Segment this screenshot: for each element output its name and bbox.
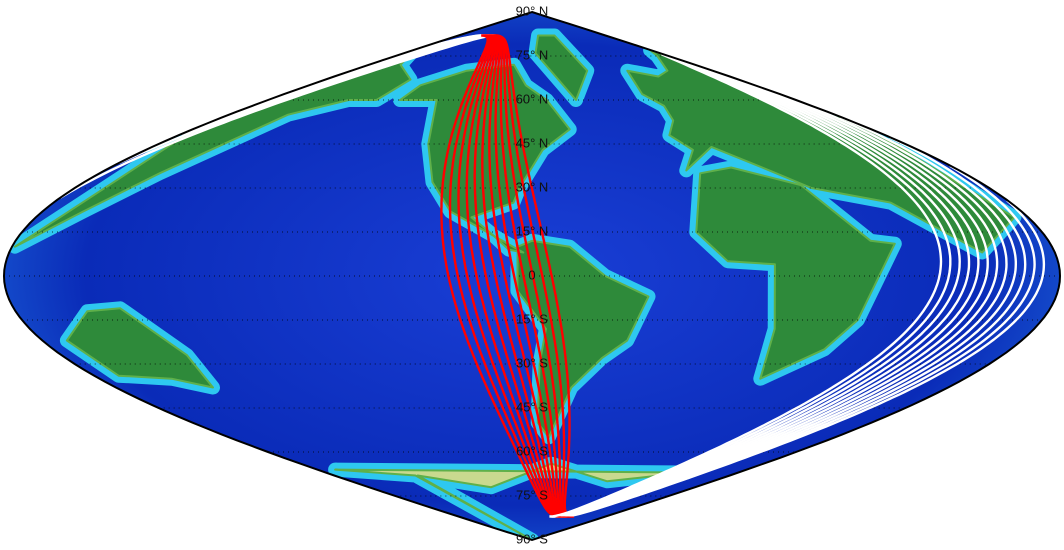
latitude-label: 75° S	[516, 487, 548, 502]
latitude-label: 60° S	[516, 443, 548, 458]
latitude-label: 90° S	[516, 531, 548, 546]
latitude-label: 45° S	[516, 399, 548, 414]
latitude-label: 60° N	[516, 91, 549, 106]
latitude-label: 15° S	[516, 311, 548, 326]
latitude-label: 0	[528, 267, 535, 282]
map: 90° N 75° N 60° N 45° N 30° N 15° N 0 15° S 30° …	[0, 0, 1064, 550]
latitude-label: 75° N	[516, 47, 549, 62]
latitude-label: 30° N	[516, 179, 549, 194]
page: 90° N 75° N 60° N 45° N 30° N 15° N 0 15° S 30° …	[0, 0, 1064, 550]
latitude-label: 90° N	[516, 3, 549, 18]
latitude-label: 15° N	[516, 223, 549, 238]
latitude-label: 30° S	[516, 355, 548, 370]
latitude-label: 45° N	[516, 135, 549, 150]
